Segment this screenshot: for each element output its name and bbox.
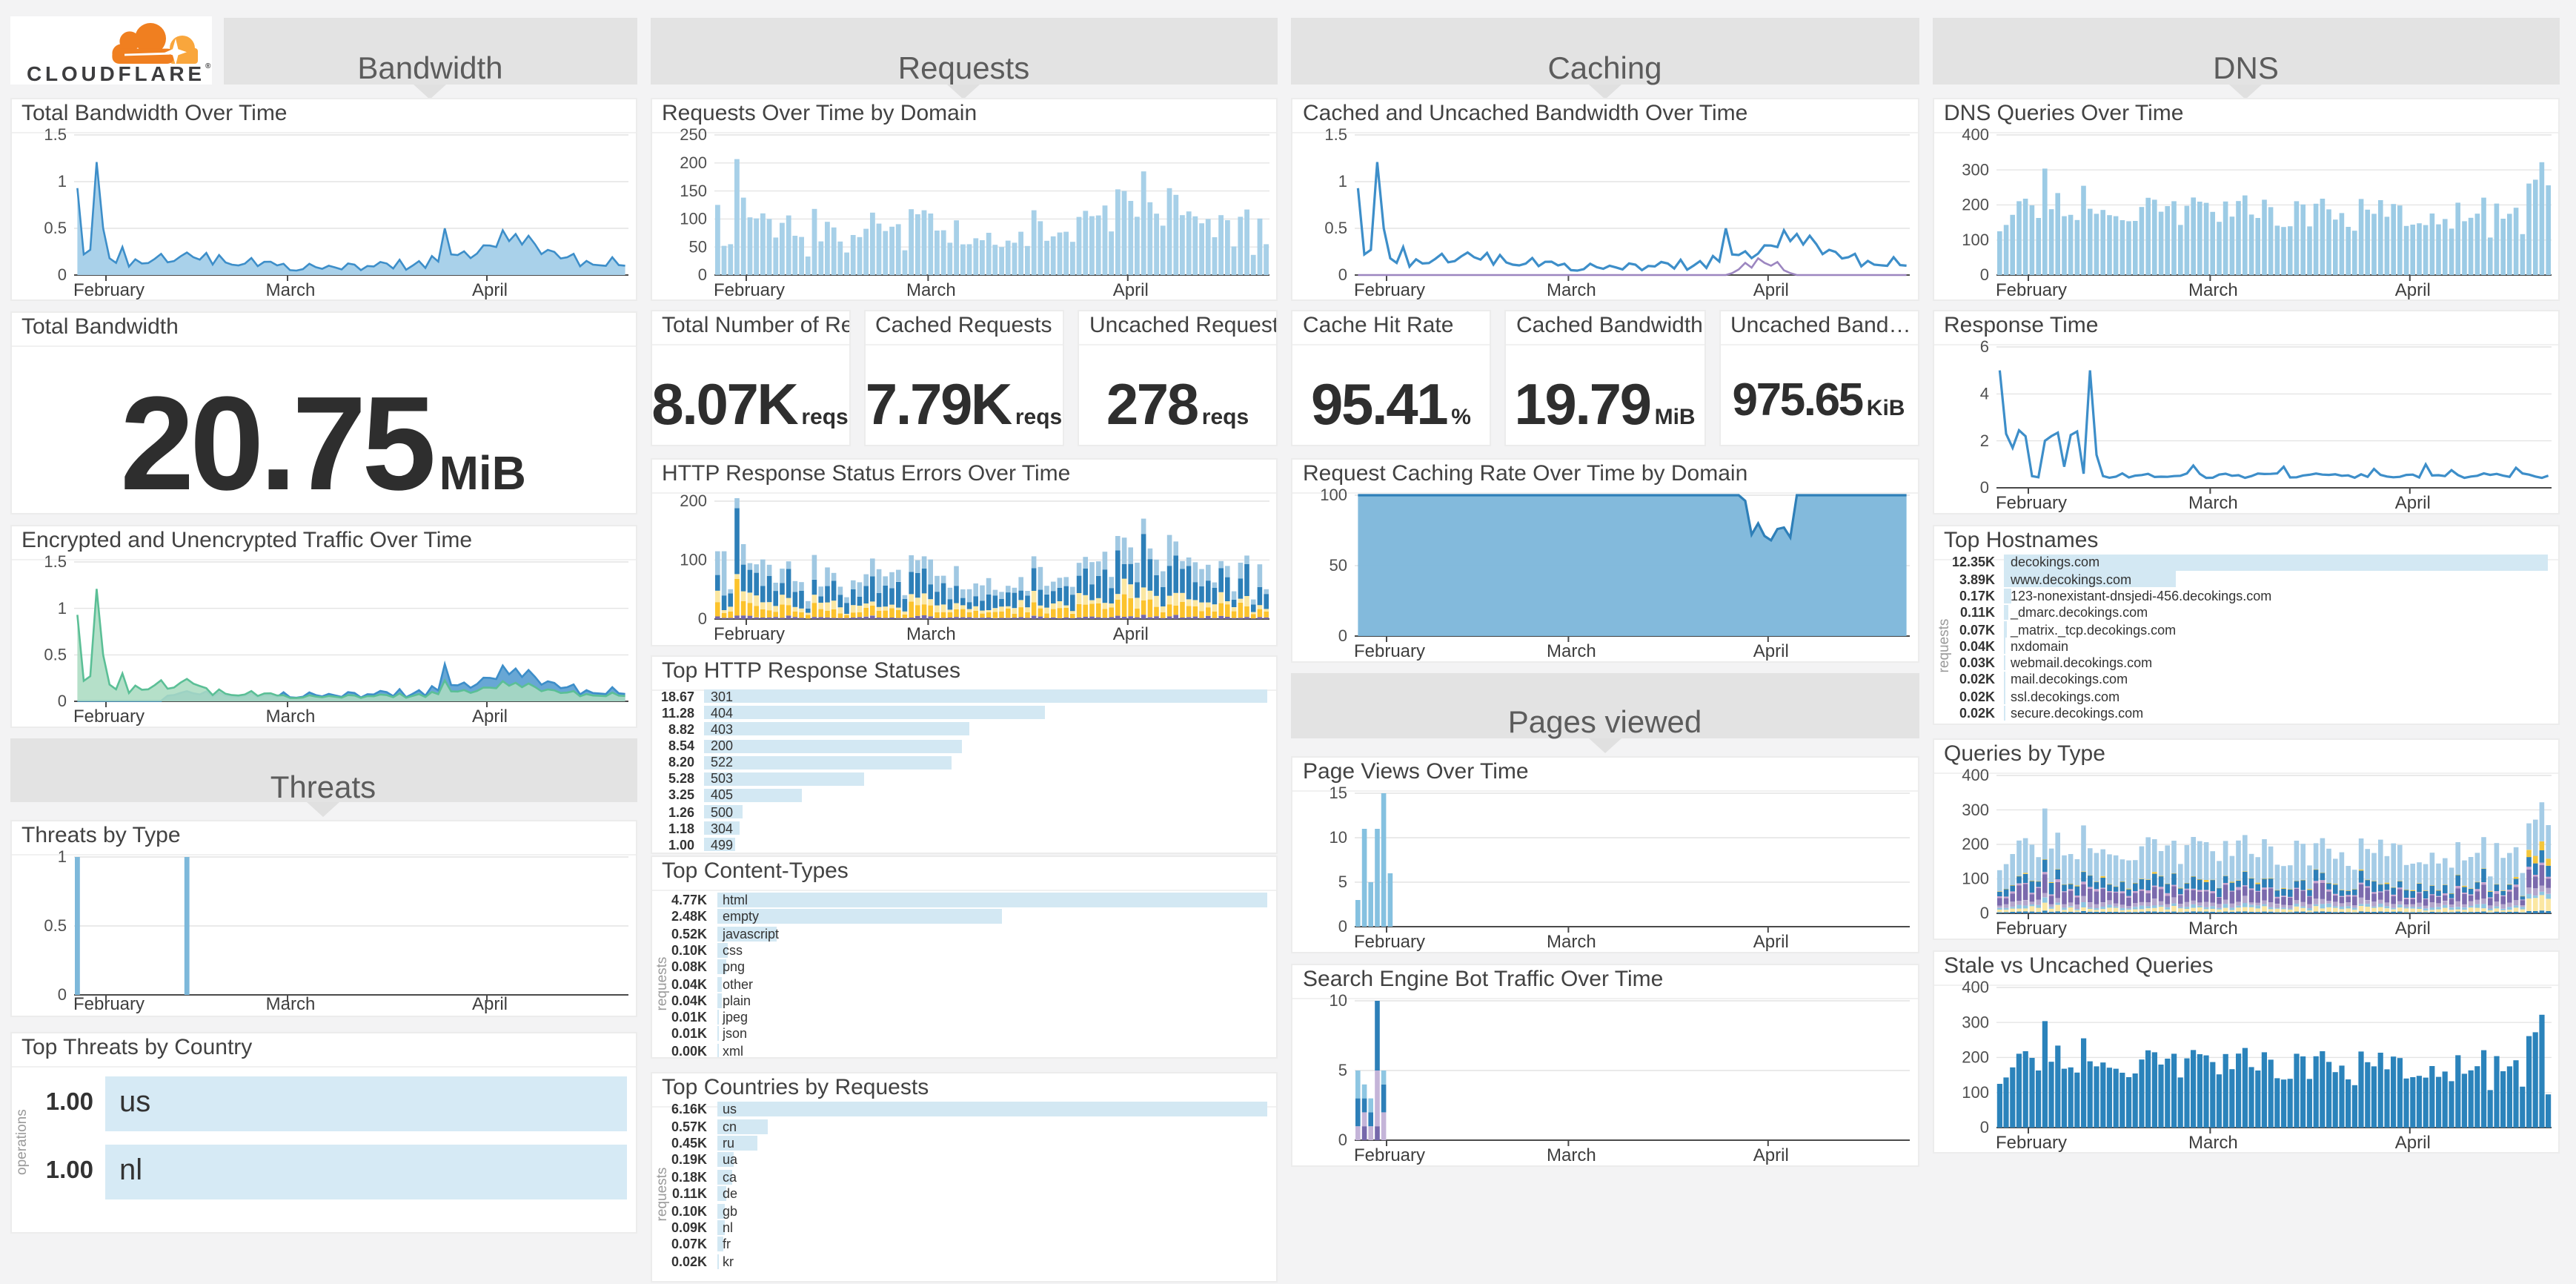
svg-text:0: 0 (57, 265, 66, 283)
svg-text:4: 4 (1979, 384, 1988, 403)
svg-text:April: April (471, 279, 507, 300)
svg-text:0.5: 0.5 (43, 218, 66, 236)
svg-text:1: 1 (57, 599, 66, 618)
svg-text:1: 1 (1338, 171, 1347, 190)
svg-text:March: March (1547, 1145, 1596, 1165)
svg-text:April: April (471, 993, 507, 1013)
svg-text:April: April (1112, 624, 1148, 644)
svg-text:10: 10 (1330, 991, 1347, 1010)
svg-text:200: 200 (679, 153, 706, 171)
svg-text:March: March (1547, 932, 1596, 952)
svg-text:200: 200 (1961, 195, 1988, 214)
svg-text:February: February (1995, 279, 2066, 300)
svg-text:100: 100 (679, 551, 706, 569)
svg-text:March: March (906, 279, 955, 300)
svg-text:0: 0 (697, 609, 706, 628)
svg-text:100: 100 (1961, 869, 1988, 887)
svg-text:February: February (713, 624, 784, 644)
svg-text:April: April (2394, 492, 2430, 512)
svg-text:February: February (1354, 1145, 1425, 1165)
svg-text:0: 0 (1338, 1131, 1347, 1149)
svg-text:0: 0 (697, 265, 706, 283)
svg-text:April: April (1753, 279, 1789, 300)
svg-text:February: February (73, 993, 144, 1013)
svg-text:February: February (1995, 492, 2066, 512)
svg-text:15: 15 (1330, 784, 1347, 802)
svg-text:February: February (73, 279, 144, 300)
svg-text:10: 10 (1330, 828, 1347, 847)
svg-text:March: March (1547, 279, 1596, 300)
svg-text:300: 300 (1961, 1012, 1988, 1030)
svg-text:CLOUDFLARE: CLOUDFLARE (26, 62, 205, 84)
svg-text:April: April (2394, 918, 2430, 938)
svg-text:5: 5 (1338, 1061, 1347, 1079)
svg-text:0: 0 (1979, 265, 1988, 283)
svg-text:6: 6 (1979, 337, 1988, 355)
svg-text:50: 50 (1330, 556, 1347, 575)
svg-text:0: 0 (1979, 477, 1988, 496)
svg-text:0: 0 (1979, 1117, 1988, 1136)
svg-text:March: March (265, 993, 315, 1013)
svg-text:400: 400 (1961, 125, 1988, 143)
svg-text:0: 0 (1979, 903, 1988, 921)
svg-text:March: March (1547, 641, 1596, 661)
svg-text:0: 0 (57, 984, 66, 1003)
svg-text:1.5: 1.5 (43, 552, 66, 571)
svg-text:March: March (906, 624, 955, 644)
svg-text:50: 50 (688, 236, 706, 255)
svg-text:March: March (265, 279, 315, 300)
svg-text:March: March (2188, 918, 2237, 938)
svg-text:200: 200 (1961, 1048, 1988, 1066)
svg-text:February: February (1995, 1132, 2066, 1152)
svg-text:100: 100 (1961, 230, 1988, 248)
svg-text:April: April (471, 706, 507, 727)
svg-text:February: February (713, 279, 784, 300)
svg-text:April: April (1753, 932, 1789, 952)
svg-text:April: April (2394, 1132, 2430, 1152)
svg-text:5: 5 (1338, 873, 1347, 891)
svg-text:400: 400 (1961, 977, 1988, 996)
svg-text:February: February (1354, 932, 1425, 952)
svg-text:April: April (2394, 279, 2430, 300)
svg-text:0.5: 0.5 (1324, 218, 1347, 236)
svg-text:0: 0 (1338, 917, 1347, 936)
svg-text:April: April (1112, 279, 1148, 300)
svg-text:100: 100 (679, 209, 706, 228)
svg-text:1.5: 1.5 (43, 125, 66, 143)
svg-text:1.5: 1.5 (1324, 125, 1347, 143)
svg-text:100: 100 (1320, 486, 1347, 504)
svg-text:0: 0 (1338, 265, 1347, 283)
svg-text:300: 300 (1961, 800, 1988, 818)
svg-text:February: February (73, 706, 144, 727)
svg-text:1: 1 (57, 847, 66, 865)
svg-text:250: 250 (679, 125, 706, 143)
svg-text:400: 400 (1961, 765, 1988, 784)
svg-text:®: ® (205, 62, 210, 70)
svg-text:150: 150 (679, 181, 706, 199)
svg-text:0.5: 0.5 (43, 916, 66, 934)
svg-text:200: 200 (1961, 834, 1988, 853)
svg-text:2: 2 (1979, 431, 1988, 449)
svg-text:200: 200 (679, 492, 706, 510)
svg-text:0.5: 0.5 (43, 646, 66, 664)
svg-text:February: February (1995, 918, 2066, 938)
svg-text:March: March (2188, 1132, 2237, 1152)
svg-text:1: 1 (57, 171, 66, 190)
svg-text:February: February (1354, 279, 1425, 300)
svg-text:0: 0 (57, 692, 66, 710)
svg-text:March: March (2188, 492, 2237, 512)
svg-text:March: March (2188, 279, 2237, 300)
svg-text:100: 100 (1961, 1082, 1988, 1101)
svg-text:April: April (1753, 1145, 1789, 1165)
svg-text:April: April (1753, 641, 1789, 661)
svg-text:March: March (265, 706, 315, 727)
svg-text:300: 300 (1961, 159, 1988, 178)
svg-text:February: February (1354, 641, 1425, 661)
svg-text:0: 0 (1338, 626, 1347, 645)
